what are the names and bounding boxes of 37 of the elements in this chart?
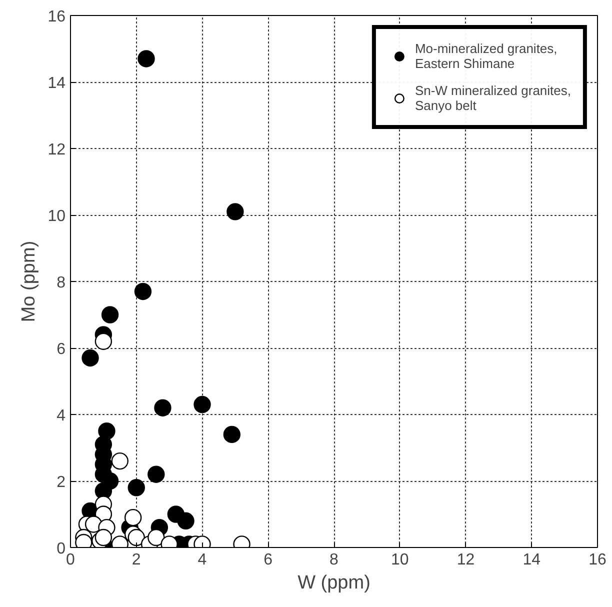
x-tick-label: 16 [588, 552, 606, 568]
y-tick-label: 4 [56, 408, 66, 424]
point [134, 282, 152, 300]
point [101, 306, 119, 324]
point [124, 508, 142, 526]
point [128, 479, 145, 496]
y-tick-label: 2 [56, 474, 66, 491]
x-tick-label: 4 [198, 552, 207, 568]
y-tick-label: 10 [48, 208, 66, 225]
x-tick-label: 14 [522, 552, 541, 568]
point [148, 528, 165, 546]
point [177, 512, 194, 530]
legend-label: Mo-mineralized granites, Eastern Shimane [414, 41, 558, 71]
point [148, 466, 165, 483]
x-tick-label: 6 [264, 552, 273, 568]
legend-label: Sn-W mineralized granites, Sanyo belt [414, 83, 571, 113]
y-tick-label: 16 [48, 8, 66, 26]
y-tick-label: 14 [48, 75, 66, 92]
y-axis-title: Mo (ppm) [18, 240, 40, 322]
x-tick-label: 2 [132, 552, 141, 568]
x-axis-title: W (ppm) [298, 572, 370, 594]
x-tick-label: 10 [390, 552, 409, 568]
point [226, 203, 244, 220]
y-tick-label: 8 [56, 274, 66, 292]
point [94, 332, 112, 350]
y-tick-label: 12 [48, 142, 66, 158]
point [128, 528, 145, 546]
x-tick-label: 12 [456, 552, 475, 568]
point [194, 396, 211, 414]
point [223, 426, 240, 444]
point [154, 399, 172, 416]
point [138, 50, 155, 68]
y-tick-label: 6 [56, 341, 66, 358]
y-tick-label: 0 [56, 540, 66, 558]
x-tick-label: 8 [330, 552, 339, 568]
point [82, 349, 99, 367]
point [98, 422, 116, 440]
